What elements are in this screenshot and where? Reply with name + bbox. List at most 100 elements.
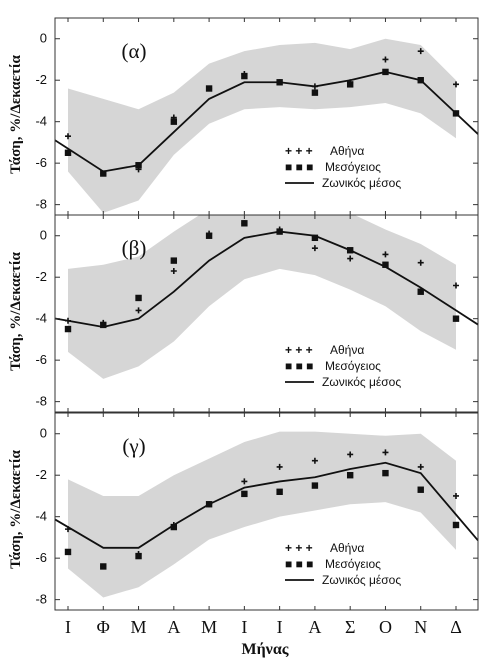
x-axis-label: Μήνας — [241, 641, 288, 658]
y-axis-label: Τάση, %/Δεκαετία — [8, 449, 24, 568]
plot-area — [55, 215, 478, 379]
y-tick-label: -8 — [35, 394, 47, 409]
athens-marker — [206, 501, 213, 508]
athens-marker — [382, 56, 389, 63]
y-axis-label-text: Τάση, — [8, 528, 24, 569]
month-label: Ο — [379, 617, 392, 637]
athens-marker — [135, 307, 142, 314]
legend: + + + Αθήνα ■ ■ ■ Μεσόγειος Ζωνικός μέσος — [285, 144, 401, 190]
athens-marker — [241, 478, 248, 485]
med-marker — [64, 149, 72, 156]
y-tick-label: -8 — [35, 197, 47, 212]
med-marker — [382, 469, 389, 477]
med-marker — [311, 234, 319, 242]
athens-marker — [311, 83, 318, 90]
athens-marker — [347, 255, 354, 262]
y-axis-label-unit: %/Δεκαετία — [8, 449, 24, 527]
med-marker — [417, 486, 424, 493]
month-label: Μ — [131, 617, 147, 637]
month-label: Δ — [450, 617, 462, 637]
athens-marker — [206, 85, 213, 92]
athens-marker — [417, 463, 424, 470]
panel-3: 0 -2 -4 -6 -8 Τάση, %/Δεκαετία (γ) + + + Αθήνα ■ … — [8, 412, 479, 611]
variability-band — [68, 215, 456, 379]
athens-marker — [170, 267, 177, 274]
panel-1: 0 -2 -4 -6 -8 Τάση, %/Δεκαετία (α) + + + Αθήνα ■ … — [8, 17, 479, 216]
panel-frame — [54, 214, 479, 413]
med-marker — [135, 162, 142, 169]
athens-marker — [65, 317, 71, 324]
zonal-mean-line — [55, 461, 478, 549]
plot-area — [55, 431, 478, 598]
y-tick-label: 0 — [40, 426, 47, 441]
panel-2: 0 -2 -4 -6 -8 Τάση, %/Δεκαετία (β) + + + Αθήνα ■ … — [8, 214, 479, 413]
med-marker — [311, 89, 319, 96]
athens-marker — [347, 79, 354, 86]
med-marker — [346, 247, 354, 254]
med-marker — [170, 118, 178, 125]
med-marker — [382, 68, 389, 76]
panel-label: (β) — [122, 236, 147, 260]
med-marker — [417, 288, 424, 295]
month-label: Α — [308, 617, 321, 637]
y-axis-label-unit: %/Δεκαετία — [8, 251, 24, 329]
month-label: Ι — [277, 617, 283, 637]
legend-athens-label: Αθήνα — [330, 144, 364, 158]
y-axis-label-text: Τάση, — [8, 330, 24, 371]
med-marker — [64, 325, 72, 333]
zonal-mean-line — [55, 230, 478, 328]
athens-marker — [311, 245, 318, 252]
med-marker — [346, 472, 354, 479]
legend-zonal-label: Ζωνικός μέσος — [322, 573, 401, 587]
y-tick-label: 0 — [40, 228, 47, 243]
legend-med-label: Μεσόγειος — [325, 557, 381, 571]
variability-band — [68, 38, 456, 213]
y-tick-label: -8 — [35, 592, 47, 607]
athens-marker — [276, 463, 283, 470]
month-label: Ν — [414, 617, 427, 637]
y-tick-label: -6 — [35, 550, 47, 565]
med-marker — [64, 548, 72, 556]
legend-med-label: Μεσόγειος — [325, 359, 381, 373]
athens-marker — [417, 259, 424, 266]
legend-athens-symbol: + + + — [285, 343, 313, 357]
legend: + + + Αθήνα ■ ■ ■ Μεσόγειος Ζωνικός μέσος — [285, 343, 401, 389]
y-tick-label: 0 — [40, 31, 47, 46]
legend-zonal-label: Ζωνικός μέσος — [322, 375, 401, 389]
legend: + + + Αθήνα ■ ■ ■ Μεσόγειος Ζωνικός μέσος — [285, 541, 401, 587]
month-label: Α — [167, 617, 180, 637]
legend-med-symbol: ■ ■ ■ — [285, 557, 313, 571]
month-label: Σ — [345, 617, 355, 637]
panel-label: (α) — [122, 39, 147, 63]
y-tick-label: -2 — [35, 72, 47, 87]
athens-marker — [170, 521, 177, 528]
athens-marker — [100, 319, 107, 326]
athens-marker — [100, 563, 107, 570]
legend-zonal-label: Ζωνικός μέσος — [322, 176, 401, 190]
legend-med-symbol: ■ ■ ■ — [285, 160, 313, 174]
athens-marker — [135, 551, 142, 558]
athens-marker — [453, 282, 459, 289]
athens-marker — [65, 133, 71, 140]
month-label: Μ — [201, 617, 217, 637]
athens-marker — [170, 114, 177, 121]
y-tick-label: -4 — [35, 509, 47, 524]
y-axis-label: Τάση, %/Δεκαετία — [8, 251, 24, 370]
legend-athens-symbol: + + + — [285, 541, 313, 555]
athens-marker — [453, 81, 459, 88]
y-axis-label: Τάση, %/Δεκαετία — [8, 54, 24, 173]
zonal-mean-line — [55, 70, 478, 173]
y-tick-label: -2 — [35, 467, 47, 482]
med-marker — [382, 261, 389, 268]
legend-athens-symbol: + + + — [285, 144, 313, 158]
athens-marker — [100, 170, 107, 177]
athens-marker — [311, 457, 318, 464]
athens-marker — [382, 449, 389, 456]
med-marker — [452, 110, 460, 117]
variability-band — [68, 431, 456, 598]
med-marker — [241, 490, 248, 498]
athens-marker — [241, 70, 248, 77]
legend-med-symbol: ■ ■ ■ — [285, 359, 313, 373]
y-tick-label: -2 — [35, 269, 47, 284]
y-tick-label: -6 — [35, 155, 47, 170]
